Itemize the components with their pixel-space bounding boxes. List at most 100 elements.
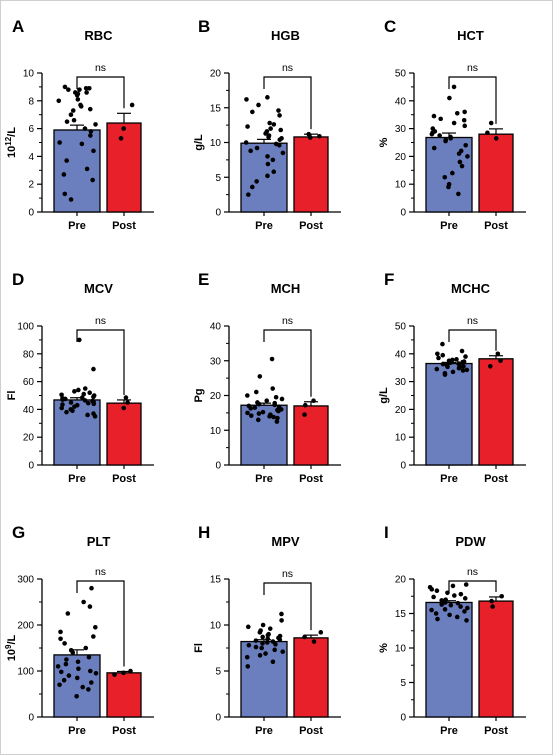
data-point [272, 402, 277, 408]
data-point [70, 650, 76, 655]
data-point [447, 95, 452, 101]
data-point [93, 122, 98, 127]
data-point [306, 131, 311, 137]
data-point [302, 634, 307, 640]
data-point [90, 177, 95, 183]
panel-letter: H [198, 523, 210, 542]
y-tick-label: 20 [395, 405, 407, 416]
y-axis-label: % [378, 643, 390, 653]
data-point [65, 611, 71, 616]
y-axis-label: Fl [193, 643, 205, 653]
data-point [81, 391, 87, 397]
data-point [93, 625, 98, 630]
panel-letter: B [198, 17, 210, 36]
data-point [454, 357, 459, 362]
data-point [72, 389, 77, 394]
data-point [128, 668, 133, 674]
bar-pre [240, 404, 288, 466]
data-point [257, 374, 263, 379]
data-point [434, 588, 440, 594]
data-point [437, 133, 442, 138]
data-point [458, 591, 464, 597]
y-tick-label: 20 [395, 575, 407, 586]
data-point [58, 669, 64, 675]
data-point [255, 417, 261, 423]
data-point [487, 364, 493, 369]
data-point [244, 97, 249, 102]
data-point [112, 672, 117, 677]
data-point [271, 169, 277, 174]
significance-bracket [448, 329, 497, 351]
significance-label: ns [95, 315, 106, 327]
significance-bracket [448, 580, 497, 593]
x-tick-label: Pre [440, 220, 458, 232]
data-point [462, 109, 467, 115]
panel-a: A RBC 1012/L 0 2 4 6 8 10 Pre Post ns [4, 17, 154, 232]
data-point [93, 671, 99, 676]
x-tick-label: Pre [68, 220, 86, 232]
data-point [83, 645, 89, 651]
data-point [435, 351, 440, 357]
data-point [86, 687, 91, 692]
data-point [253, 644, 259, 650]
data-point [75, 659, 81, 665]
data-point [277, 137, 283, 143]
x-tick-label: Post [299, 473, 323, 485]
data-point [460, 359, 465, 365]
x-tick-label: Post [299, 725, 323, 737]
data-point [459, 348, 465, 354]
panel-c: C HCT% 0 10 20 30 40 50 Pre Post ns [378, 17, 526, 232]
data-point [57, 140, 62, 145]
data-point [431, 113, 437, 119]
data-point [123, 395, 129, 400]
data-point [451, 120, 457, 126]
data-point [66, 673, 72, 678]
panel-f: F MCHC g/L 0 10 20 30 40 50 Pre Post ns [378, 270, 526, 485]
y-tick-label: 20 [210, 69, 222, 80]
data-point [433, 611, 439, 616]
bar-post [106, 122, 142, 213]
data-point [267, 120, 272, 126]
y-tick-label: 0 [400, 208, 406, 219]
data-point [246, 642, 252, 648]
data-point [77, 87, 82, 92]
y-tick-label: 0 [400, 713, 406, 724]
data-point [265, 632, 271, 638]
data-point [86, 85, 92, 91]
chart-title: HCT [457, 28, 484, 43]
y-tick-label: 80 [23, 349, 35, 360]
x-tick-label: Post [112, 473, 136, 485]
data-point [257, 653, 263, 658]
data-point [461, 117, 467, 123]
data-point [465, 154, 470, 159]
data-point [260, 641, 265, 646]
data-point [429, 607, 434, 613]
y-tick-label: 40 [210, 322, 222, 333]
data-point [84, 166, 90, 172]
significance-bracket [263, 329, 312, 397]
y-tick-label: 8 [28, 96, 34, 107]
chart-title: PLT [87, 534, 111, 549]
data-point [118, 136, 124, 141]
data-point [495, 351, 501, 357]
y-tick-label: 200 [17, 621, 34, 632]
chart-title: MCHC [451, 281, 491, 296]
data-point [256, 411, 262, 416]
data-point [465, 605, 470, 611]
panel-letter: C [384, 17, 396, 36]
y-tick-label: 15 [210, 575, 222, 586]
bar-post [293, 637, 329, 718]
data-point [268, 126, 273, 131]
y-tick-label: 6 [28, 124, 34, 135]
data-point [269, 356, 275, 362]
data-point [59, 392, 64, 398]
y-tick-label: 0 [215, 713, 221, 724]
x-tick-label: Pre [68, 473, 86, 485]
data-point [455, 600, 461, 606]
y-tick-label: 15 [395, 609, 407, 620]
y-tick-label: 10 [23, 69, 35, 80]
data-point [447, 612, 452, 618]
data-point [272, 647, 277, 653]
data-point [87, 668, 93, 674]
data-point [87, 390, 92, 396]
